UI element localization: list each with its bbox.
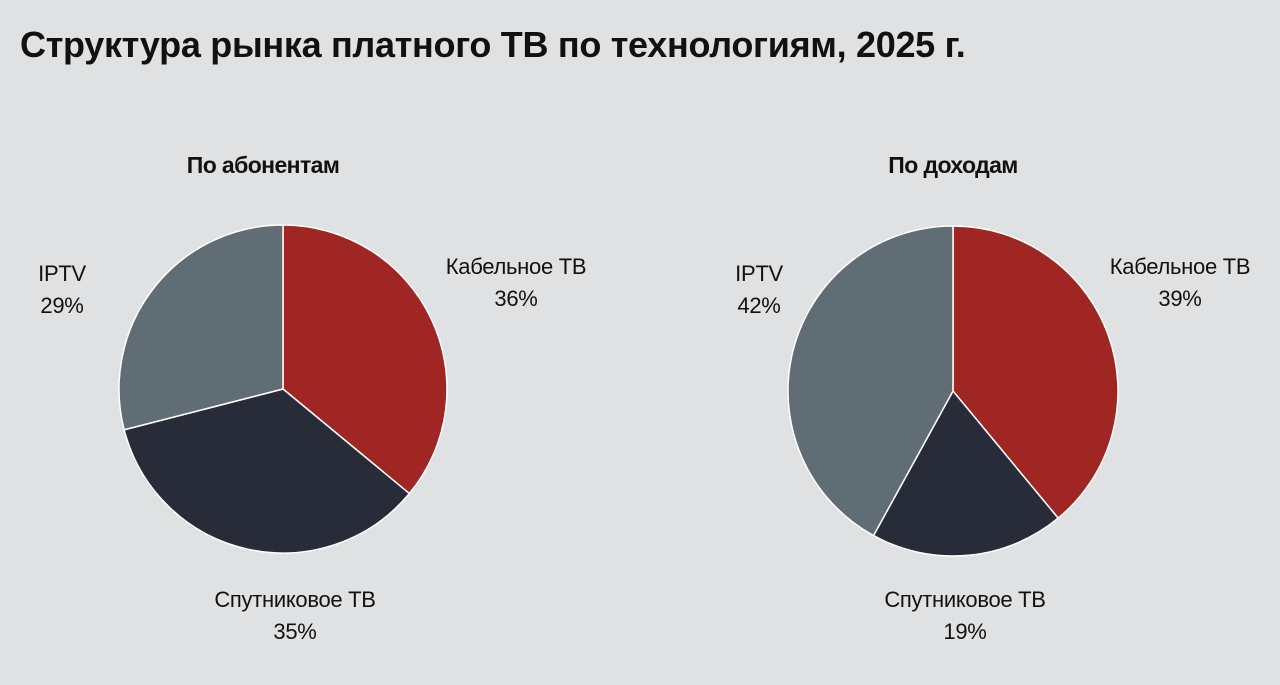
- pie-svg: [787, 225, 1119, 557]
- pie-subtitle: По доходам: [888, 152, 1018, 178]
- pie-chart-subscribers: По абонентам Кабельное ТВ 36% Спутниково…: [38, 152, 587, 648]
- slice-name: Спутниковое ТВ: [884, 587, 1046, 612]
- slice-label-cable: Кабельное ТВ 39%: [1109, 251, 1251, 315]
- pie-slice-спутниковое-тв: [872, 390, 1059, 557]
- chart-title: Структура рынка платного ТВ по технологи…: [20, 24, 966, 65]
- pie-svg: [118, 224, 448, 554]
- pie-slice-iptv: [787, 225, 954, 537]
- slice-value: 39%: [1158, 286, 1202, 311]
- slice-name: Кабельное ТВ: [445, 254, 587, 279]
- slice-label-iptv: IPTV 42%: [735, 258, 783, 322]
- slice-label-satellite: Спутниковое ТВ 19%: [884, 584, 1046, 648]
- slice-value: 36%: [494, 286, 538, 311]
- pie-slice-iptv: [118, 224, 284, 431]
- slice-label-satellite: Спутниковое ТВ 35%: [214, 584, 376, 648]
- pie-chart-revenue: По доходам Кабельное ТВ 39% Спутниковое …: [640, 0, 1280, 685]
- slice-name: Кабельное ТВ: [1109, 254, 1251, 279]
- slice-value: 35%: [273, 619, 317, 644]
- slice-value: 42%: [737, 293, 781, 318]
- slice-value: 29%: [40, 293, 84, 318]
- pie-slice-кабельное-тв: [952, 225, 1119, 519]
- slice-label-iptv: IPTV 29%: [38, 258, 86, 322]
- pie-subtitle: По абонентам: [186, 152, 340, 178]
- pie-slice-кабельное-тв: [282, 224, 448, 495]
- slice-label-cable: Кабельное ТВ 36%: [445, 251, 587, 315]
- slice-value: 19%: [943, 619, 987, 644]
- slice-name: IPTV: [735, 261, 783, 286]
- slice-name: Спутниковое ТВ: [214, 587, 376, 612]
- pie-slice-спутниковое-тв: [123, 388, 411, 554]
- slice-name: IPTV: [38, 261, 86, 286]
